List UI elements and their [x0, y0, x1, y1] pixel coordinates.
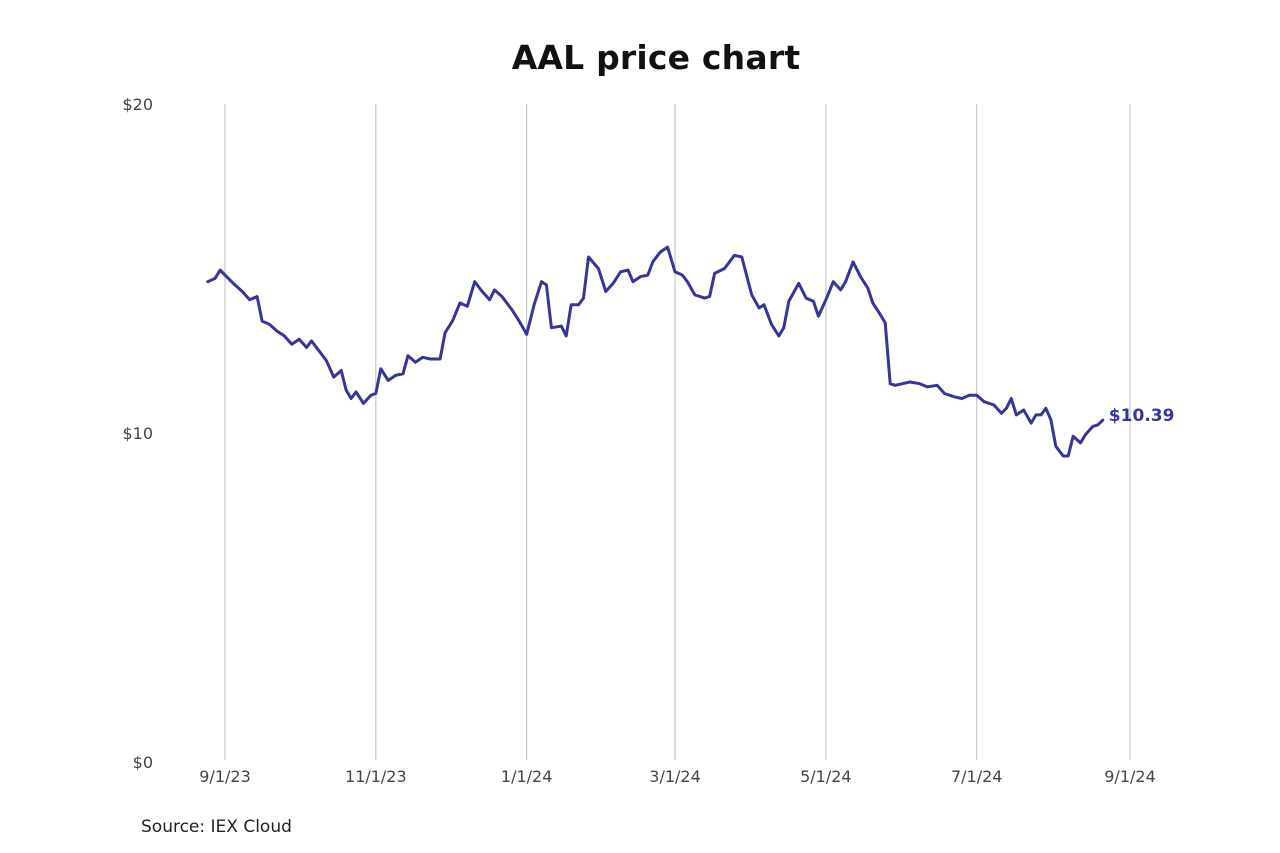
source-note: Source: IEX Cloud — [141, 817, 292, 837]
y-tick-label: $0 — [133, 753, 153, 772]
y-axis: $0 $10 $20 — [122, 95, 153, 772]
price-series-line — [206, 245, 1105, 458]
x-tick-label: 9/1/24 — [1104, 767, 1156, 786]
chart-title: AAL price chart — [511, 38, 801, 77]
x-tick-label: 5/1/24 — [800, 767, 852, 786]
y-tick-label: $20 — [122, 95, 153, 114]
gridlines — [224, 104, 1131, 760]
x-tick-label: 9/1/23 — [199, 767, 251, 786]
x-axis: 9/1/23 11/1/23 1/1/24 3/1/24 5/1/24 7/1/24 9/1… — [199, 767, 1156, 786]
x-tick-label: 11/1/23 — [345, 767, 407, 786]
x-tick-label: 7/1/24 — [951, 767, 1003, 786]
x-tick-label: 1/1/24 — [501, 767, 553, 786]
last-price-label: $10.39 — [1109, 406, 1175, 426]
y-tick-label: $10 — [122, 424, 153, 443]
x-tick-label: 3/1/24 — [649, 767, 701, 786]
